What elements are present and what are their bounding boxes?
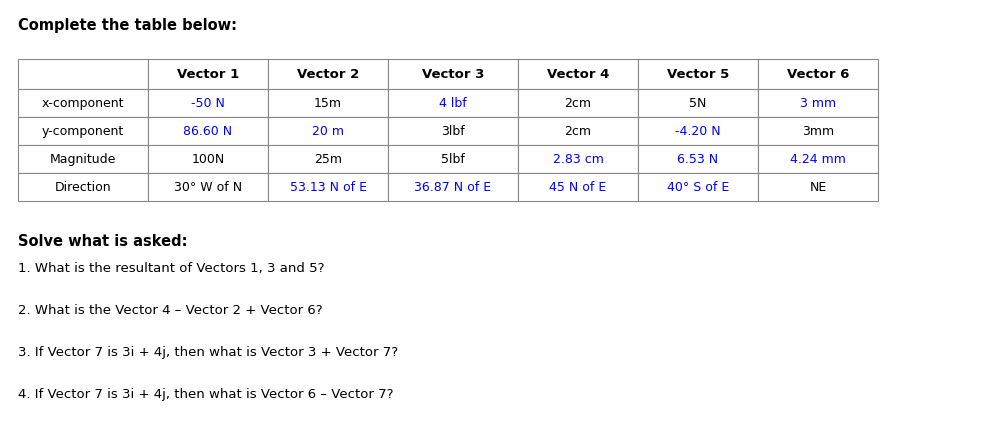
Bar	[758, 118, 878, 146]
Bar	[518, 60, 638, 90]
Text: 53.13 N of E: 53.13 N of E	[290, 181, 367, 194]
Text: Magnitude: Magnitude	[50, 153, 117, 166]
Bar	[18, 60, 148, 90]
Text: 4. If Vector 7 is 3i + 4j, then what is Vector 6 – Vector 7?: 4. If Vector 7 is 3i + 4j, then what is …	[18, 387, 393, 400]
Text: 2.83 cm: 2.83 cm	[553, 153, 604, 166]
Text: x-component: x-component	[42, 97, 124, 110]
Text: 5lbf: 5lbf	[441, 153, 465, 166]
Text: 36.87 N of E: 36.87 N of E	[414, 181, 492, 194]
Bar	[758, 146, 878, 174]
Text: Vector 2: Vector 2	[297, 68, 360, 81]
Bar	[268, 174, 388, 202]
Text: 15m: 15m	[314, 97, 342, 110]
Bar	[388, 146, 518, 174]
Bar	[268, 60, 388, 90]
Text: 30° W of N: 30° W of N	[174, 181, 242, 194]
Text: y-component: y-component	[42, 125, 124, 138]
Bar	[518, 90, 638, 118]
Bar	[518, 146, 638, 174]
Text: 6.53 N: 6.53 N	[677, 153, 718, 166]
Bar	[758, 60, 878, 90]
Bar	[18, 174, 148, 202]
Bar	[148, 90, 268, 118]
Bar	[148, 60, 268, 90]
Text: 3mm: 3mm	[802, 125, 834, 138]
Text: 2. What is the Vector 4 – Vector 2 + Vector 6?: 2. What is the Vector 4 – Vector 2 + Vec…	[18, 303, 323, 316]
Bar	[388, 90, 518, 118]
Text: 20 m: 20 m	[312, 125, 344, 138]
Bar	[18, 146, 148, 174]
Bar	[388, 174, 518, 202]
Text: 100N: 100N	[191, 153, 225, 166]
Text: 45 N of E: 45 N of E	[550, 181, 607, 194]
Text: -50 N: -50 N	[191, 97, 225, 110]
Bar	[388, 118, 518, 146]
Text: Solve what is asked:: Solve what is asked:	[18, 233, 187, 249]
Bar	[638, 60, 758, 90]
Bar	[388, 60, 518, 90]
Bar	[518, 174, 638, 202]
Text: Vector 1: Vector 1	[177, 68, 239, 81]
Bar	[638, 90, 758, 118]
Text: 3. If Vector 7 is 3i + 4j, then what is Vector 3 + Vector 7?: 3. If Vector 7 is 3i + 4j, then what is …	[18, 345, 398, 358]
Text: 2cm: 2cm	[565, 125, 592, 138]
Bar	[148, 174, 268, 202]
Text: Vector 5: Vector 5	[667, 68, 729, 81]
Text: 5N: 5N	[689, 97, 707, 110]
Text: Vector 3: Vector 3	[422, 68, 484, 81]
Bar	[268, 118, 388, 146]
Bar	[18, 118, 148, 146]
Text: 4 lbf: 4 lbf	[439, 97, 467, 110]
Text: Vector 4: Vector 4	[547, 68, 610, 81]
Text: 40° S of E: 40° S of E	[667, 181, 729, 194]
Text: Vector 6: Vector 6	[787, 68, 850, 81]
Bar	[148, 118, 268, 146]
Text: 1. What is the resultant of Vectors 1, 3 and 5?: 1. What is the resultant of Vectors 1, 3…	[18, 261, 325, 274]
Bar	[268, 90, 388, 118]
Text: 86.60 N: 86.60 N	[183, 125, 232, 138]
Text: Direction: Direction	[55, 181, 112, 194]
Bar	[758, 174, 878, 202]
Bar	[758, 90, 878, 118]
Bar	[268, 146, 388, 174]
Bar	[638, 118, 758, 146]
Bar	[18, 90, 148, 118]
Bar	[638, 174, 758, 202]
Text: 2cm: 2cm	[565, 97, 592, 110]
Text: Complete the table below:: Complete the table below:	[18, 18, 237, 33]
Text: NE: NE	[810, 181, 827, 194]
Text: 4.24 mm: 4.24 mm	[790, 153, 846, 166]
Text: 25m: 25m	[314, 153, 342, 166]
Text: -4.20 N: -4.20 N	[675, 125, 721, 138]
Bar	[638, 146, 758, 174]
Text: 3 mm: 3 mm	[800, 97, 836, 110]
Text: 3lbf: 3lbf	[441, 125, 465, 138]
Bar	[148, 146, 268, 174]
Bar	[518, 118, 638, 146]
